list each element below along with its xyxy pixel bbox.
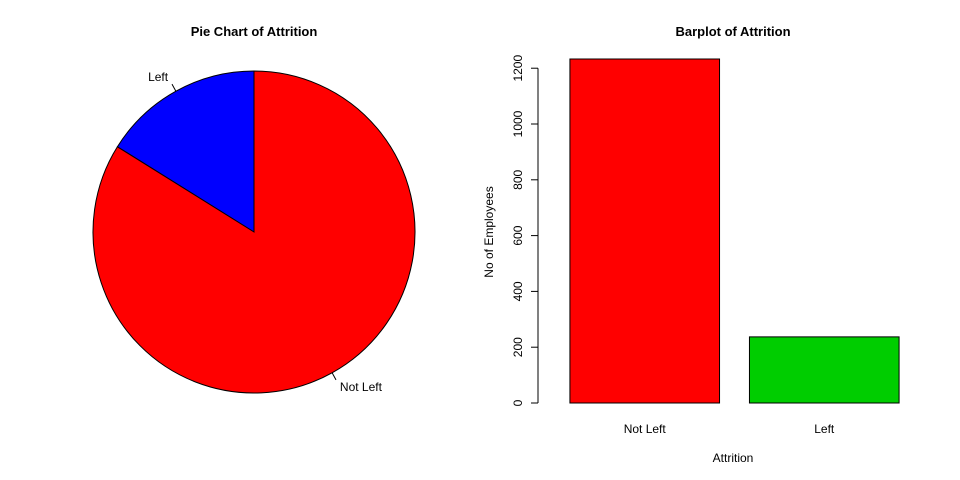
bar-category-labels: Not Left Left xyxy=(624,422,835,436)
bar-not-left xyxy=(569,58,721,404)
y-axis-tick-label: 400 xyxy=(511,281,525,301)
pie-label-not-left: Not Left xyxy=(340,380,383,394)
pie-title: Pie Chart of Attrition xyxy=(191,24,318,39)
bar-category-label: Not Left xyxy=(624,422,667,436)
bar-panel: Barplot of Attrition Not Left Left 0 200 40… xyxy=(482,24,900,465)
pie-panel: Pie Chart of Attrition Left Not Left xyxy=(92,24,416,394)
pie-labels: Left Not Left xyxy=(148,70,383,394)
bar-left xyxy=(748,336,900,404)
pie-label-left: Left xyxy=(148,70,169,84)
y-axis-tick-label: 600 xyxy=(511,225,525,245)
y-axis-tick-label: 200 xyxy=(511,337,525,357)
pie-slices xyxy=(92,70,416,394)
pie-label-tick xyxy=(331,372,337,381)
x-axis-label: Attrition xyxy=(713,451,754,465)
y-axis-tick-label: 1000 xyxy=(511,110,525,137)
pie-slice-not-left xyxy=(92,70,416,394)
bars xyxy=(569,58,900,404)
y-axis-tick-label: 1200 xyxy=(511,55,525,82)
bar-category-label: Left xyxy=(814,422,835,436)
y-axis-tick-label: 0 xyxy=(511,399,525,406)
pie-label-tick xyxy=(171,83,177,92)
y-axis: 0 200 400 600 800 1000 1200 xyxy=(511,55,539,406)
bar-title: Barplot of Attrition xyxy=(675,24,790,39)
y-axis-tick-label: 800 xyxy=(511,169,525,189)
y-axis-label: No of Employees xyxy=(482,186,496,277)
